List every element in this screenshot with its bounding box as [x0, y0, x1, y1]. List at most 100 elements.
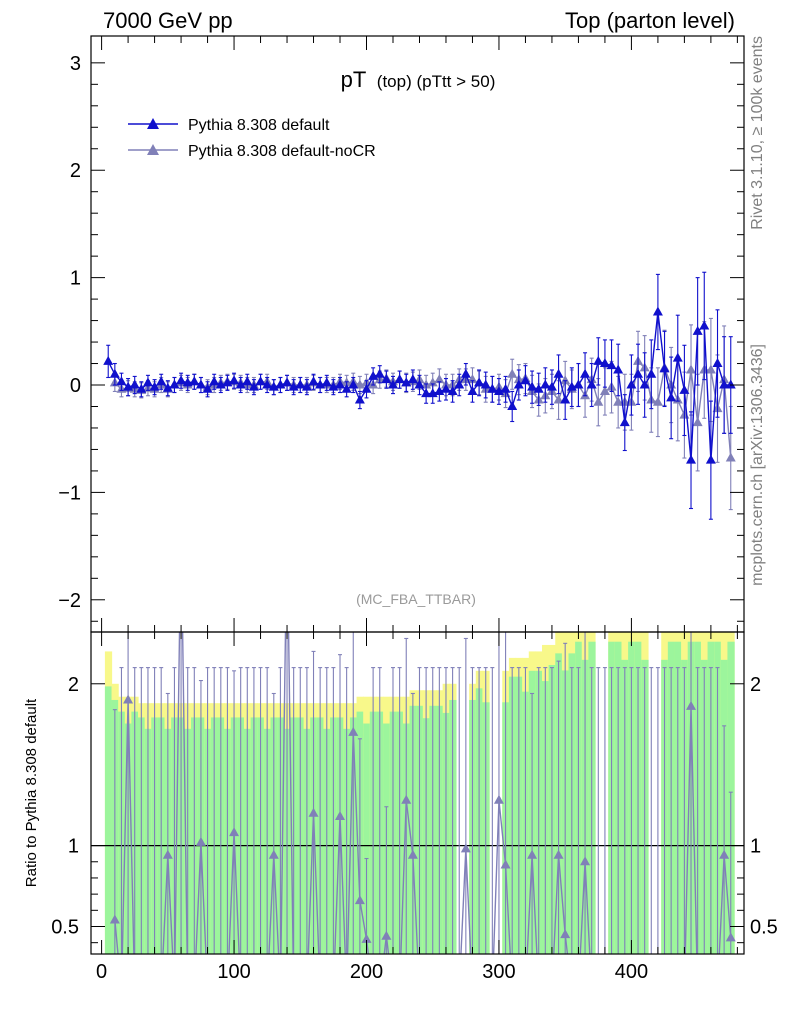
- axes-layer: −2 −1 0 1 2 3 0.5 0.5 1 1 2 2 0 100 200 300 400: [51, 35, 778, 983]
- ratio-nocr-point: [222, 986, 232, 995]
- ratio-nocr-point: [169, 986, 179, 995]
- ratio-y-axis-label: Ratio to Pythia 8.308 default: [23, 698, 40, 887]
- series-default-point: [454, 379, 465, 389]
- ratio-nocr-point: [342, 986, 352, 995]
- ratio-nocr-point: [388, 986, 398, 995]
- ratio-nocr-point: [666, 986, 676, 995]
- ratio-nocr-point: [322, 986, 332, 995]
- ratio-nocr-point: [626, 986, 636, 995]
- series-default-point: [255, 376, 266, 386]
- ratio-nocr-point: [660, 986, 670, 995]
- series-default-point: [282, 377, 293, 387]
- series-default-point: [646, 368, 657, 378]
- ratio-nocr-point: [454, 986, 464, 995]
- x-tick-label: 300: [482, 961, 515, 983]
- main-y-tick-label: 3: [70, 53, 81, 75]
- ratio-nocr-point: [719, 849, 730, 859]
- ratio-series-layer: [91, 516, 744, 995]
- series-default-point: [679, 384, 690, 394]
- legend: Pythia 8.308 default Pythia 8.308 defaul…: [128, 117, 376, 160]
- series-default-point: [666, 392, 677, 402]
- series-default-point: [586, 379, 597, 389]
- series-default-point: [507, 400, 518, 410]
- main-y-tick-label: −1: [58, 482, 81, 504]
- ratio-nocr-point: [268, 849, 279, 859]
- series-default-point: [401, 377, 412, 387]
- ratio-nocr-point: [520, 986, 530, 995]
- ratio-nocr-point: [150, 986, 160, 995]
- series-default-point: [725, 379, 736, 389]
- series-default-point: [195, 379, 206, 389]
- series-default-point: [361, 383, 372, 393]
- series-default-point: [619, 417, 630, 427]
- series-default-point: [480, 379, 491, 389]
- series-default-point: [560, 394, 571, 404]
- series-nocr-point: [613, 396, 624, 406]
- series-default-point: [500, 383, 511, 393]
- header-right-label: Top (parton level): [565, 8, 735, 33]
- ratio-nocr-point: [189, 986, 199, 995]
- series-default-point: [467, 385, 478, 395]
- series-default-point: [533, 383, 544, 393]
- series-default-point: [295, 379, 306, 389]
- series-default-point: [460, 368, 471, 378]
- series-default-point: [308, 376, 319, 386]
- series-default-point: [686, 454, 697, 464]
- series-default-point: [447, 385, 458, 395]
- ratio-nocr-point: [195, 836, 206, 846]
- ratio-nocr-point: [249, 986, 259, 995]
- ratio-nocr-point: [481, 986, 491, 995]
- series-nocr-point: [599, 385, 610, 395]
- ratio-nocr-point: [176, 516, 186, 525]
- ratio-nocr-point: [540, 986, 550, 995]
- ratio-nocr-point: [375, 986, 385, 995]
- ratio-nocr-point: [216, 986, 226, 995]
- legend-label-nocr: Pythia 8.308 default-noCR: [188, 143, 376, 160]
- series-default-point: [699, 320, 710, 330]
- legend-marker-default: [147, 118, 159, 129]
- ratio-nocr-point: [560, 929, 571, 939]
- ratio-nocr-point: [414, 986, 424, 995]
- ratio-nocr-point: [686, 700, 697, 710]
- ratio-nocr-point: [706, 986, 716, 995]
- main-title-subtitle: (top) (pTtt > 50): [377, 72, 496, 91]
- ratio-band-green: [104, 686, 113, 954]
- ratio-nocr-point: [315, 986, 325, 995]
- ratio-nocr-point: [593, 986, 603, 995]
- ratio-nocr-point: [368, 986, 378, 995]
- header-left-label: 7000 GeV pp: [103, 8, 233, 33]
- series-nocr-point: [652, 396, 663, 406]
- main-title: pT (top) (pTtt > 50): [341, 67, 496, 92]
- ratio-nocr-point: [587, 986, 597, 995]
- series-default-point: [606, 360, 617, 370]
- ratio-nocr-point: [673, 986, 683, 995]
- series-nocr-point: [593, 396, 604, 406]
- series-nocr-point: [434, 374, 445, 384]
- ratio-nocr-point: [553, 849, 564, 859]
- series-nocr-point: [553, 394, 564, 404]
- series-default-point: [381, 374, 392, 384]
- series-default-point: [659, 363, 670, 373]
- ratio-nocr-point: [203, 986, 213, 995]
- ratio-nocr-point: [308, 807, 319, 817]
- series-default-point: [156, 376, 167, 386]
- series-default-point: [162, 382, 173, 392]
- ratio-y-tick-label-right: 2: [750, 674, 761, 696]
- ratio-nocr-point: [460, 843, 471, 853]
- series-nocr-point: [686, 364, 697, 374]
- series-default-point: [335, 379, 346, 389]
- ratio-nocr-point: [136, 986, 146, 995]
- series-default-point: [374, 368, 385, 378]
- ratio-nocr-point: [653, 986, 663, 995]
- series-default-point: [209, 376, 220, 386]
- ratio-nocr-point: [607, 986, 617, 995]
- ratio-nocr-point: [282, 516, 292, 525]
- series-nocr-point: [427, 377, 438, 387]
- ratio-nocr-point: [275, 986, 285, 995]
- series-default-point: [142, 377, 153, 387]
- ratio-band-green: [363, 723, 371, 954]
- ratio-nocr-point: [725, 932, 736, 942]
- ratio-nocr-point: [421, 986, 431, 995]
